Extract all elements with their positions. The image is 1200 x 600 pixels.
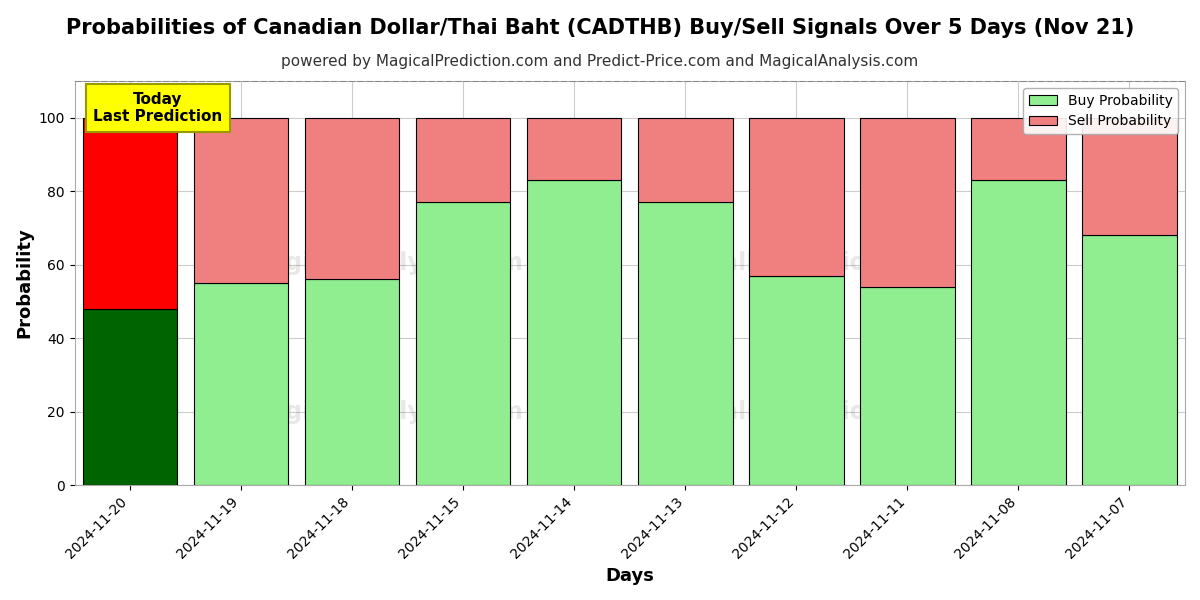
Text: MagicalAnalysis.com: MagicalAnalysis.com [247, 251, 524, 275]
Bar [1082, 118, 1177, 235]
Bar [638, 118, 732, 202]
Bar [194, 118, 288, 283]
Bar [749, 118, 844, 275]
X-axis label: Days: Days [605, 567, 654, 585]
Bar [860, 118, 955, 287]
Text: Probabilities of Canadian Dollar/Thai Baht (CADTHB) Buy/Sell Signals Over 5 Days: Probabilities of Canadian Dollar/Thai Ba… [66, 18, 1134, 38]
Bar [194, 283, 288, 485]
Bar [971, 180, 1066, 485]
Bar [416, 202, 510, 485]
Bar [305, 280, 400, 485]
Bar [860, 287, 955, 485]
Bar [971, 118, 1066, 180]
Bar [305, 118, 400, 280]
Bar [638, 202, 732, 485]
Bar [1082, 235, 1177, 485]
Text: MagicalPrediction.com: MagicalPrediction.com [646, 251, 948, 275]
Bar [83, 118, 178, 309]
Text: Today
Last Prediction: Today Last Prediction [94, 92, 222, 124]
Bar [83, 309, 178, 485]
Bar [527, 118, 622, 180]
Bar [527, 180, 622, 485]
Y-axis label: Probability: Probability [16, 227, 34, 338]
Text: powered by MagicalPrediction.com and Predict-Price.com and MagicalAnalysis.com: powered by MagicalPrediction.com and Pre… [281, 54, 919, 69]
Text: MagicalAnalysis.com: MagicalAnalysis.com [247, 400, 524, 424]
Legend: Buy Probability, Sell Probability: Buy Probability, Sell Probability [1024, 88, 1178, 134]
Bar [749, 275, 844, 485]
Text: MagicalPrediction.com: MagicalPrediction.com [646, 400, 948, 424]
Bar [416, 118, 510, 202]
